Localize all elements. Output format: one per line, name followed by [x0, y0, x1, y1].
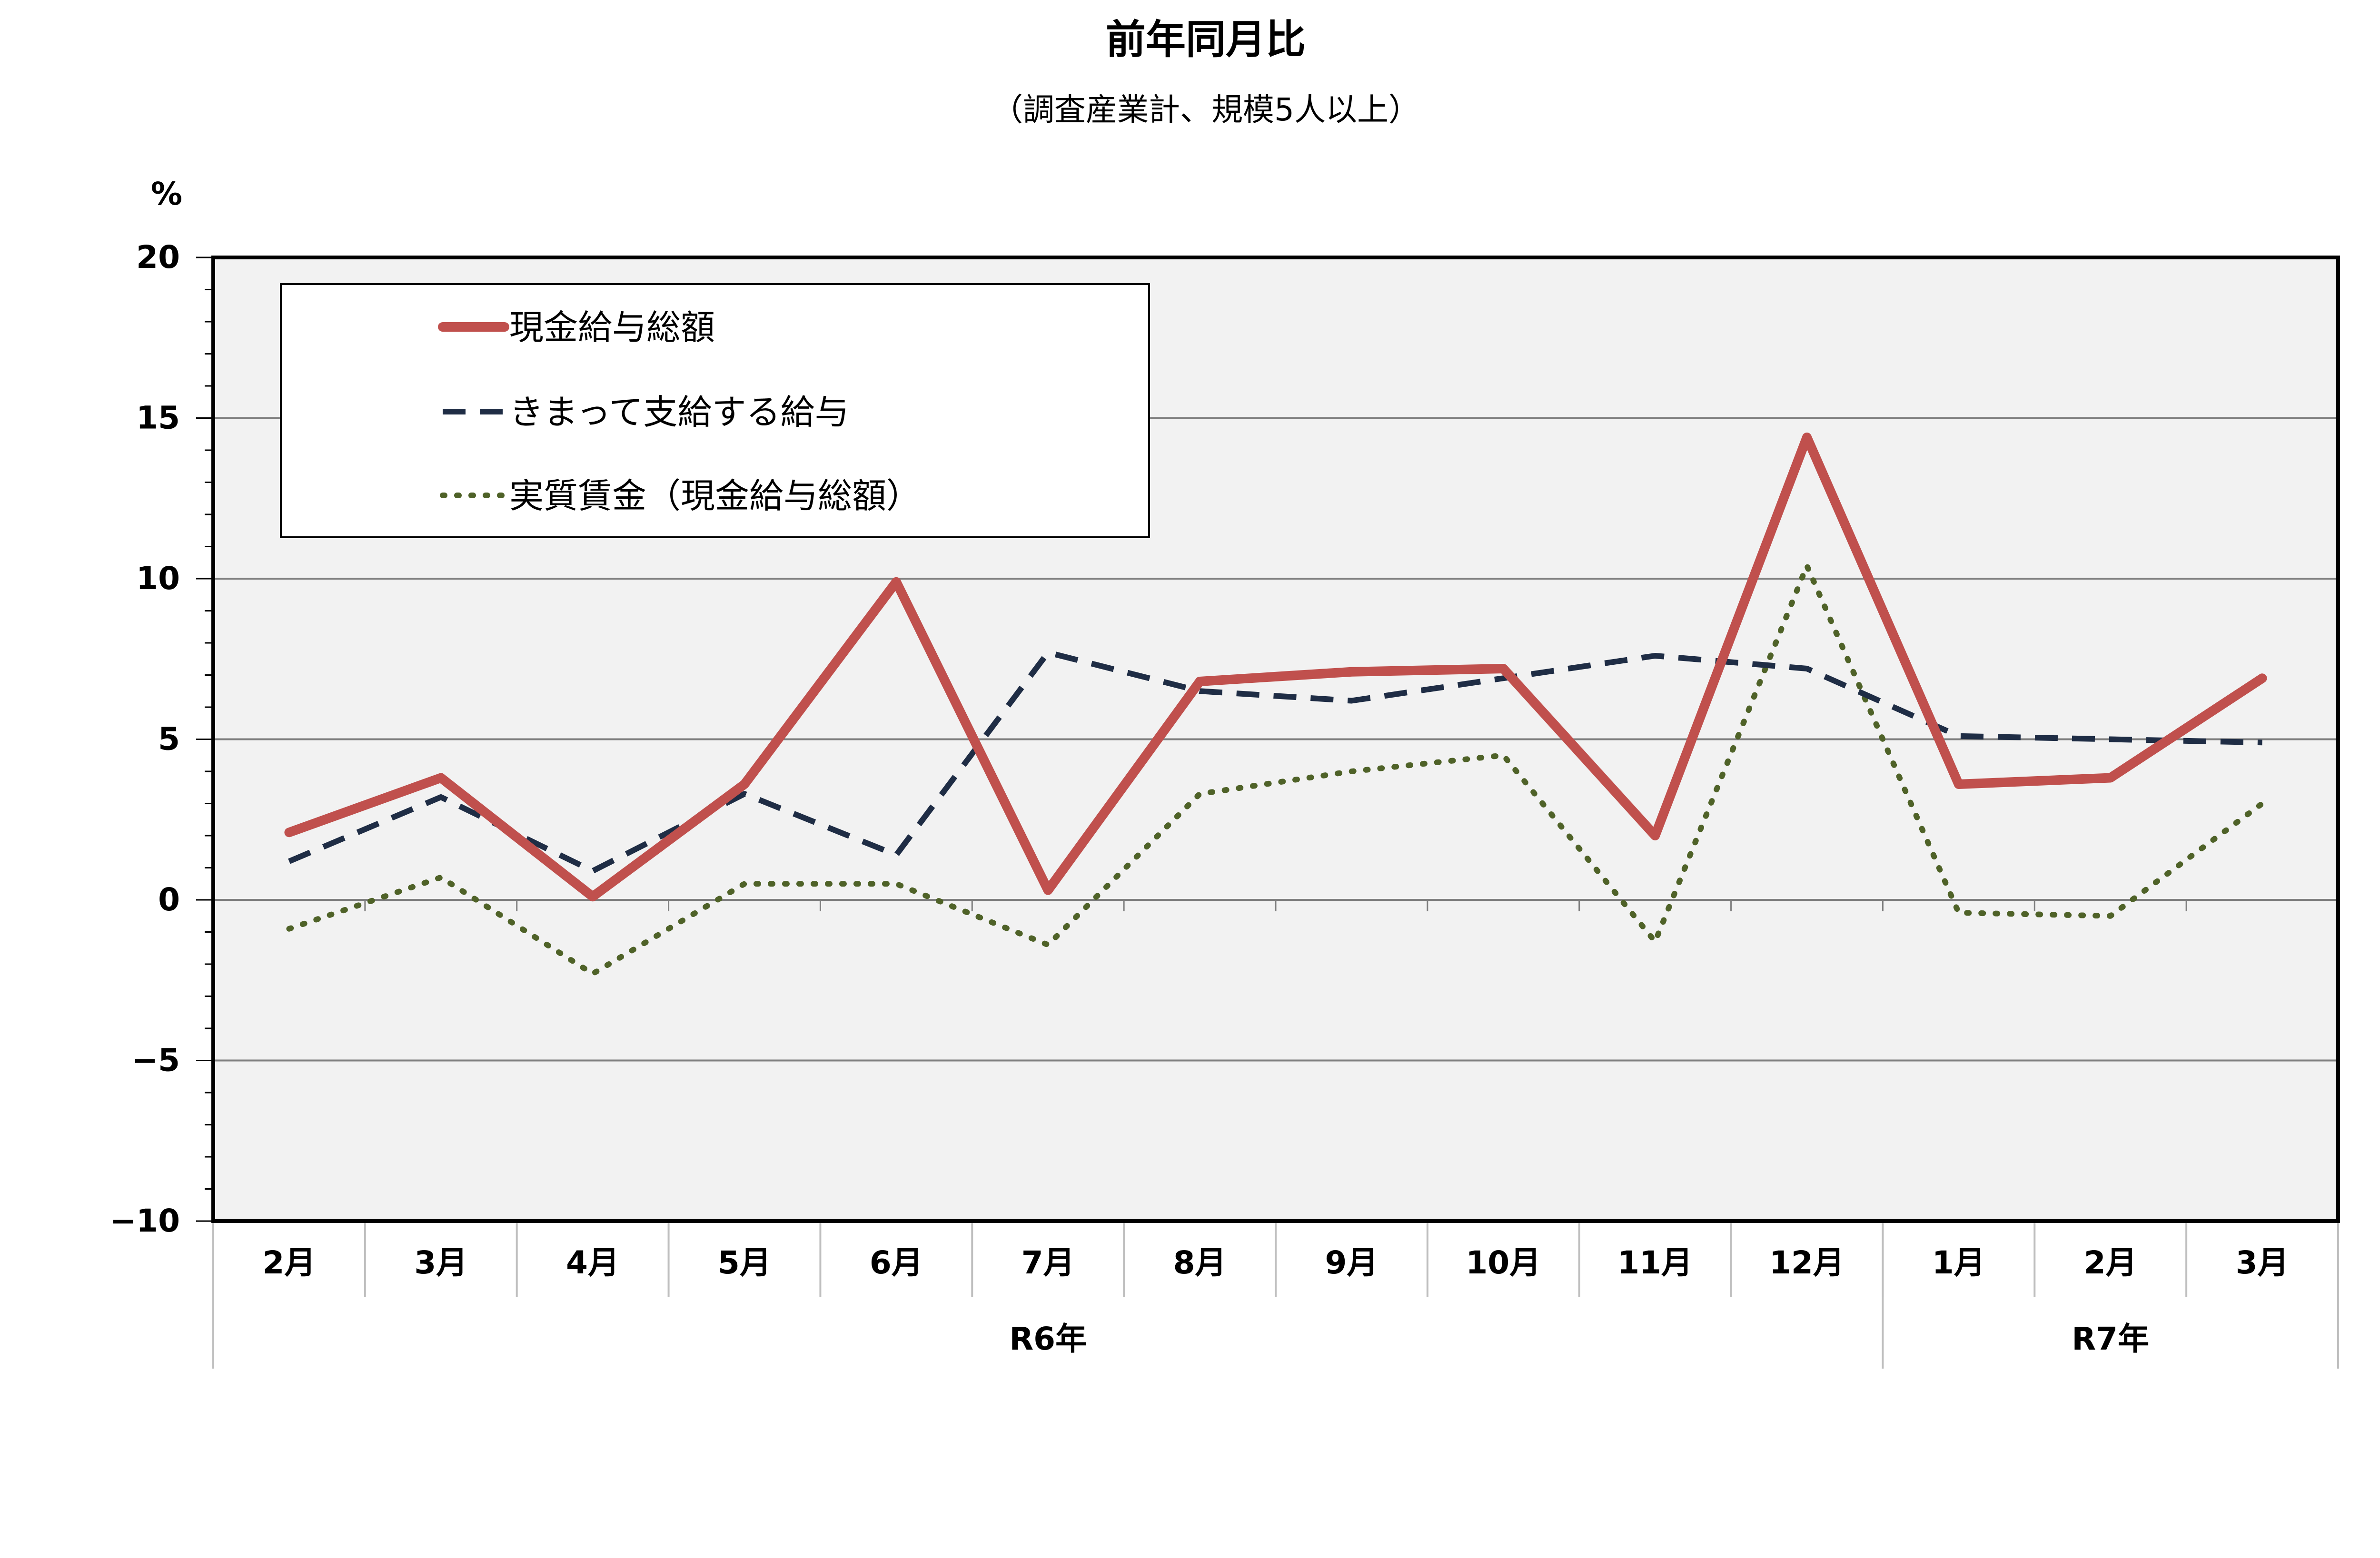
- x-axis: [212, 900, 2339, 1369]
- y-tick-label: 20: [136, 239, 180, 276]
- x-group-label: R7年: [2072, 1321, 2149, 1357]
- series-line-1: [284, 433, 2267, 902]
- x-tick-label: 3月: [2236, 1244, 2289, 1281]
- x-tick-label: 1月: [1932, 1244, 1985, 1281]
- y-tick-label: −5: [132, 1042, 180, 1079]
- x-tick-label: 11月: [1617, 1244, 1693, 1281]
- x-tick-label: 2月: [262, 1244, 316, 1281]
- y-tick-label: 10: [136, 560, 180, 597]
- y-tick-label: 0: [158, 881, 180, 918]
- chart-subtitle: （調査産業計、規模5人以上）: [992, 91, 1420, 128]
- series-line-3: [286, 563, 2265, 977]
- chart-title: 前年同月比: [1106, 16, 1306, 63]
- x-tick-label: 8月: [1173, 1244, 1227, 1281]
- legend-label: きまって支給する給与: [509, 392, 849, 432]
- x-tick-label: 5月: [718, 1244, 771, 1281]
- y-axis-unit: %: [151, 176, 182, 212]
- x-tick-label: 3月: [414, 1244, 467, 1281]
- x-tick-label: 9月: [1325, 1244, 1378, 1281]
- x-tick-label: 10月: [1466, 1244, 1541, 1281]
- legend-box: [280, 283, 1150, 538]
- x-tick-labels: 2月 3月 4月 5月 6月 7月 8月 9月 10月 11月 12月 1月 2月 3月: [262, 1244, 2289, 1281]
- y-tick-labels: 20 15 10 5 0 −5 −10: [110, 239, 180, 1239]
- legend-label: 現金給与総額: [509, 307, 715, 347]
- y-tick-label: −10: [110, 1203, 180, 1239]
- x-tick-label: 2月: [2084, 1244, 2137, 1281]
- y-tick-label: 5: [158, 721, 180, 758]
- y-tick-label: 15: [136, 400, 180, 436]
- plot-border: [211, 256, 2340, 1223]
- y-minor-ticks: [196, 256, 213, 1222]
- legend-label: 実質賃金（現金給与総額）: [509, 476, 921, 516]
- x-tick-label: 6月: [870, 1244, 923, 1281]
- x-tick-label: 7月: [1021, 1244, 1075, 1281]
- series-lines: [284, 433, 2267, 977]
- x-group-label: R6年: [1009, 1321, 1087, 1357]
- x-tick-label: 4月: [566, 1244, 619, 1281]
- x-group-labels: R6年 R7年: [1009, 1321, 2149, 1357]
- x-tick-label: 12月: [1769, 1244, 1844, 1281]
